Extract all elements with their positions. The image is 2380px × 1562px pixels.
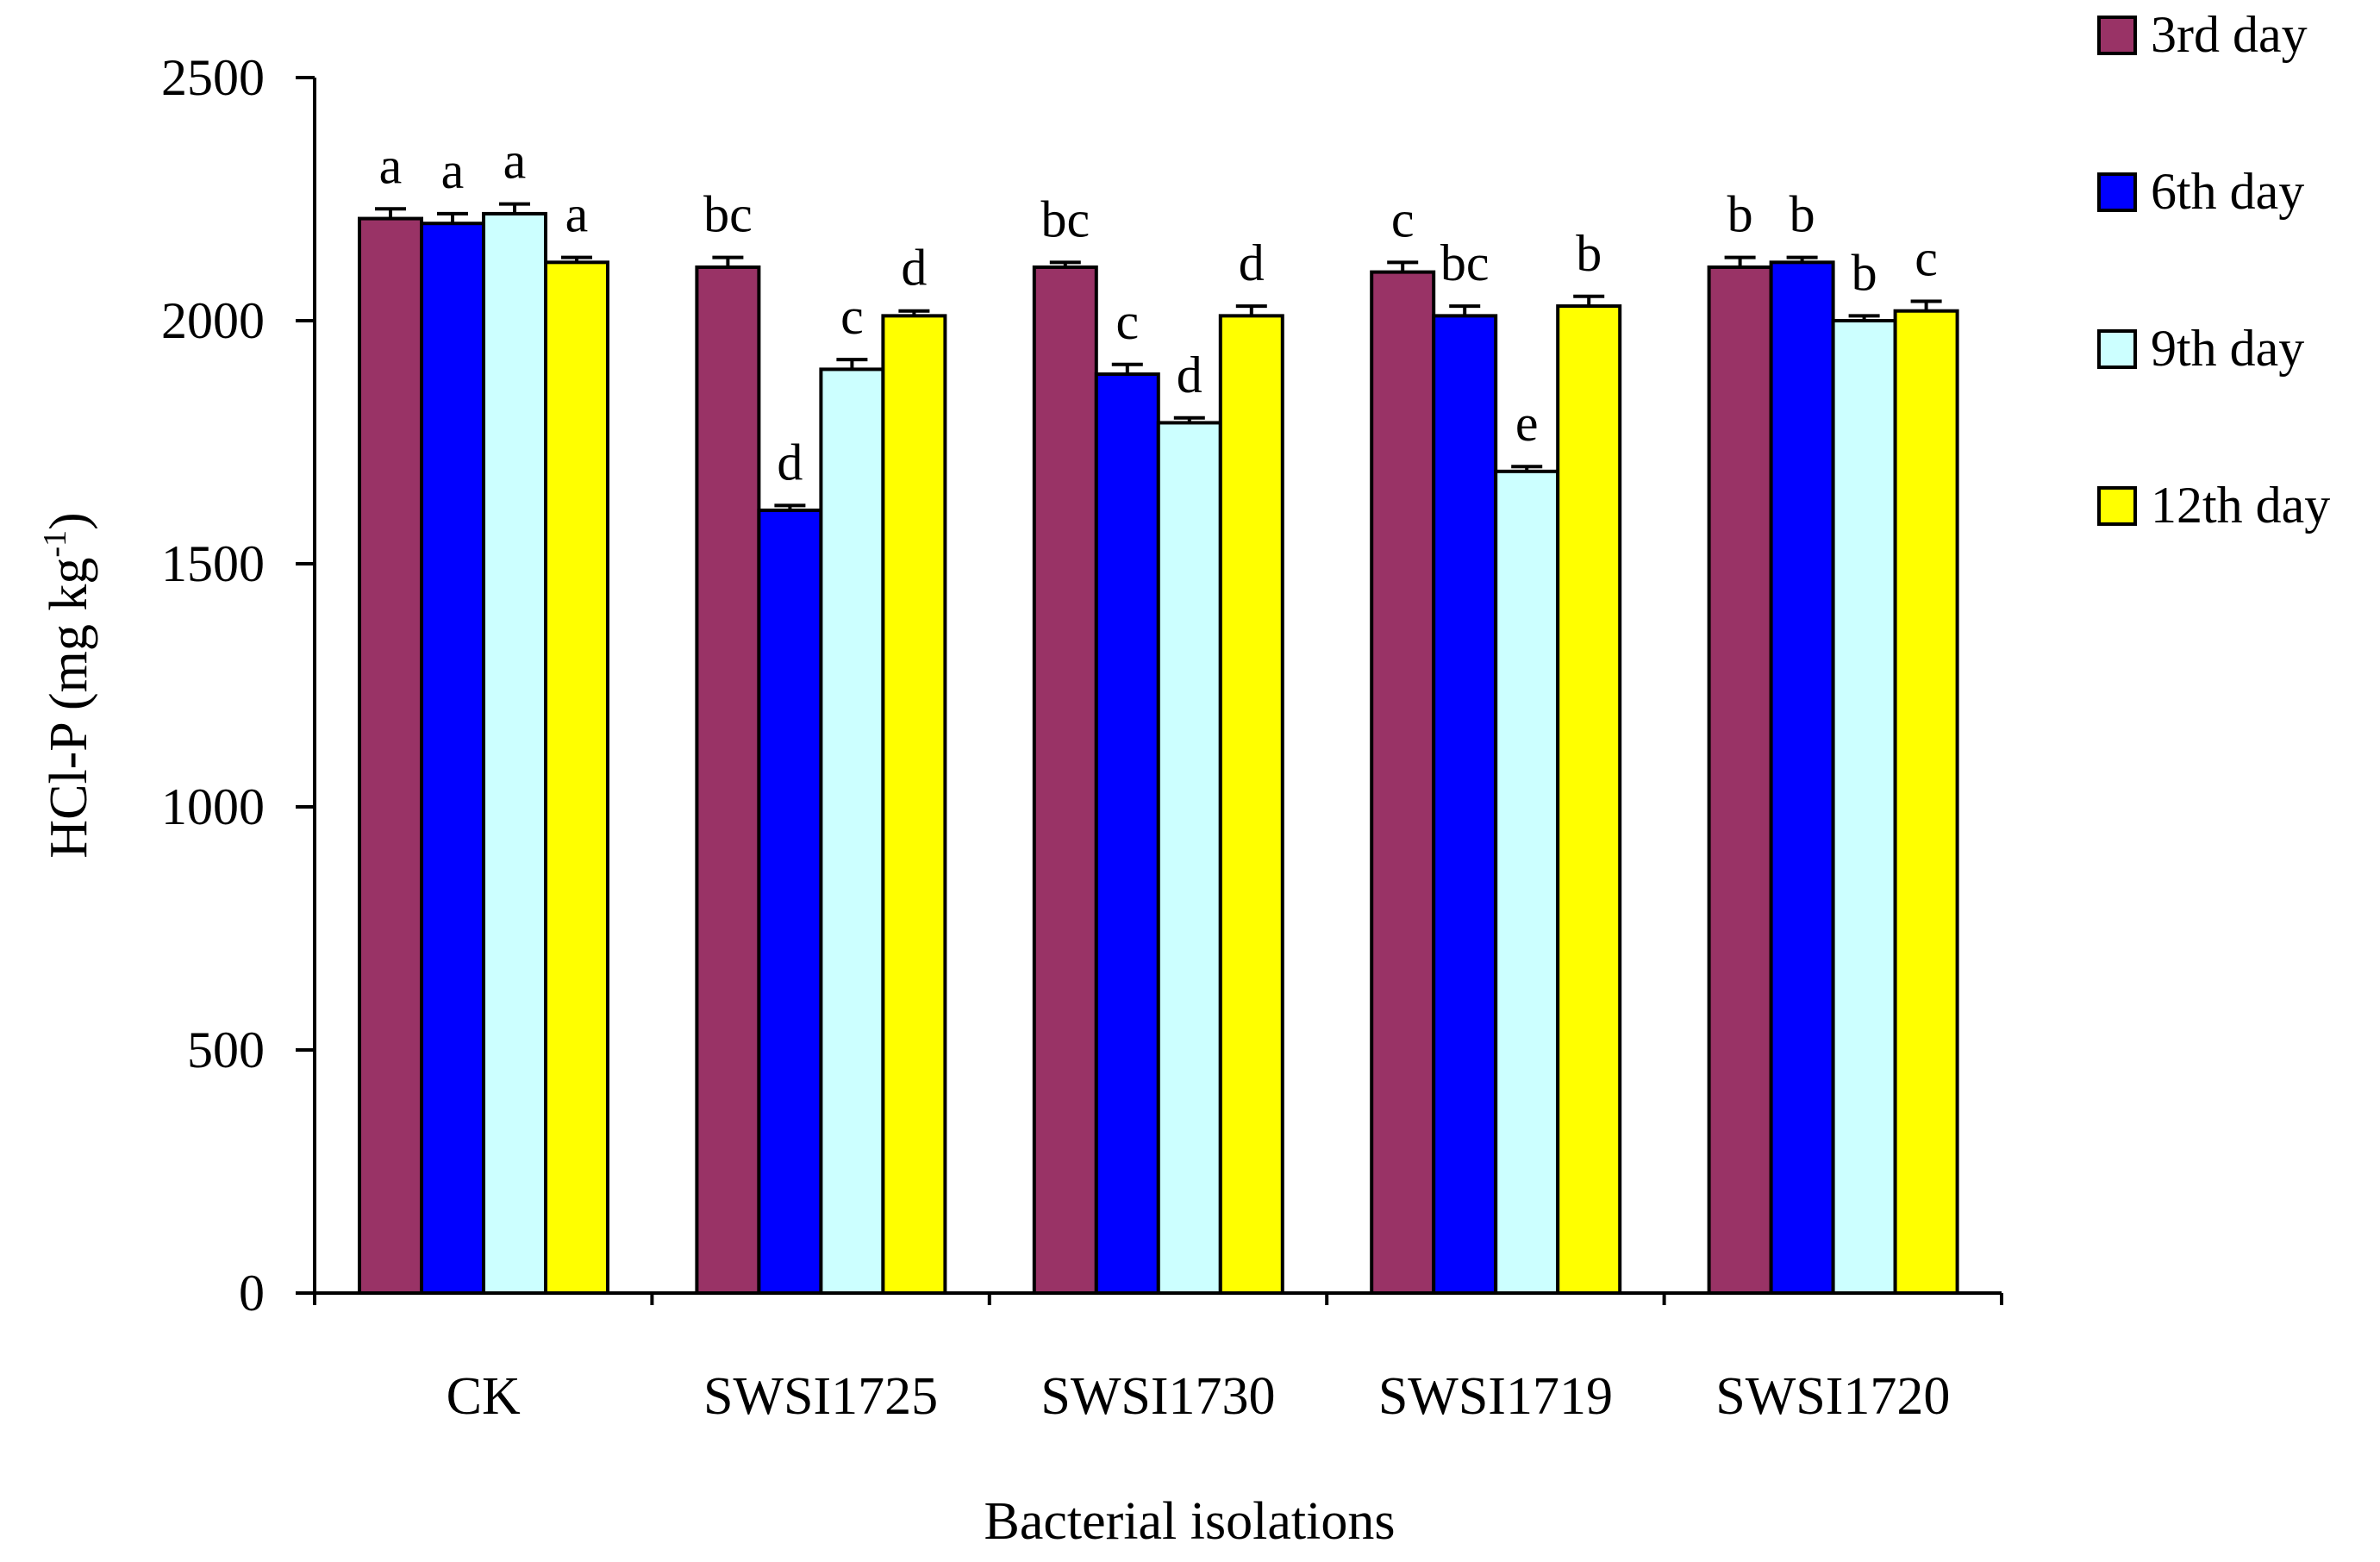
bar — [1094, 372, 1160, 1295]
bar — [420, 222, 485, 1296]
y-axis-title-end: ) — [40, 512, 98, 530]
significance-label: a — [503, 133, 527, 190]
significance-label: d — [901, 240, 927, 297]
bar — [1893, 309, 1959, 1296]
y-axis-title-sup: -1 — [37, 530, 73, 558]
significance-label: c — [1115, 293, 1139, 350]
bar — [482, 211, 547, 1295]
significance-label: bc — [1440, 234, 1490, 291]
bar — [1556, 304, 1622, 1296]
significance-label: bc — [1040, 191, 1090, 247]
category-label: SWSI1720 — [1715, 1367, 1950, 1426]
bar — [1831, 319, 1897, 1295]
bar — [1032, 265, 1098, 1296]
significance-label: b — [1790, 186, 1815, 243]
significance-label: b — [1576, 225, 1602, 282]
bar — [1769, 260, 1835, 1296]
y-tick-label: 2500 — [161, 49, 265, 106]
bar — [881, 314, 947, 1295]
labels-layer: 0 500 1000 1500 2000 2500 CK SWSI1725 SWSI1730 SW… — [161, 49, 1950, 1426]
category-label: CK — [447, 1367, 521, 1426]
y-tick-label: 1000 — [161, 778, 265, 835]
legend-swatch — [2097, 16, 2137, 55]
legend-label: 6th day — [2151, 163, 2304, 220]
y-axis-title: HCl-P (mg kg-1) — [37, 512, 98, 858]
bar — [1432, 314, 1498, 1295]
significance-label: a — [379, 137, 403, 194]
significance-label: a — [441, 142, 465, 199]
legend-swatch — [2097, 486, 2137, 526]
significance-label: c — [1915, 229, 1938, 286]
significance-label: e — [1515, 395, 1539, 452]
legend-swatch — [2097, 329, 2137, 369]
legend-swatch — [2097, 172, 2137, 212]
significance-label: b — [1727, 186, 1753, 243]
significance-label: bc — [703, 186, 753, 243]
significance-label: a — [565, 186, 589, 243]
y-tick-label: 2000 — [161, 292, 265, 349]
category-label: SWSI1730 — [1040, 1367, 1275, 1426]
bar — [1156, 421, 1222, 1295]
bar — [358, 216, 423, 1295]
y-tick-label: 1500 — [161, 535, 265, 592]
category-label: SWSI1725 — [703, 1367, 938, 1426]
legend-label: 9th day — [2151, 320, 2304, 377]
significance-label: b — [1852, 244, 1877, 301]
legend-label: 3rd day — [2151, 6, 2308, 63]
significance-label: d — [1177, 347, 1202, 403]
bar — [819, 367, 885, 1295]
significance-label: d — [777, 434, 803, 490]
significance-label: c — [1391, 191, 1415, 247]
bar — [1218, 314, 1284, 1295]
bar — [757, 508, 823, 1295]
bar — [1707, 265, 1773, 1296]
significance-label: c — [840, 288, 864, 345]
bars-layer — [358, 202, 1959, 1296]
legend-label: 12th day — [2151, 477, 2330, 534]
significance-label: d — [1239, 234, 1265, 291]
y-tick-label: 500 — [187, 1022, 265, 1078]
y-tick-label: 0 — [239, 1265, 265, 1321]
x-axis-title: Bacterial isolations — [984, 1492, 1396, 1551]
category-label: SWSI1719 — [1378, 1367, 1613, 1426]
bar — [695, 265, 761, 1296]
bar — [1494, 469, 1560, 1295]
y-axis-title-main: HCl-P (mg kg — [40, 558, 98, 859]
bar — [1370, 270, 1436, 1296]
bar — [544, 260, 609, 1296]
axes-layer — [296, 76, 2003, 1305]
legend: 3rd day 6th day 9th day 12th day — [2097, 6, 2330, 534]
